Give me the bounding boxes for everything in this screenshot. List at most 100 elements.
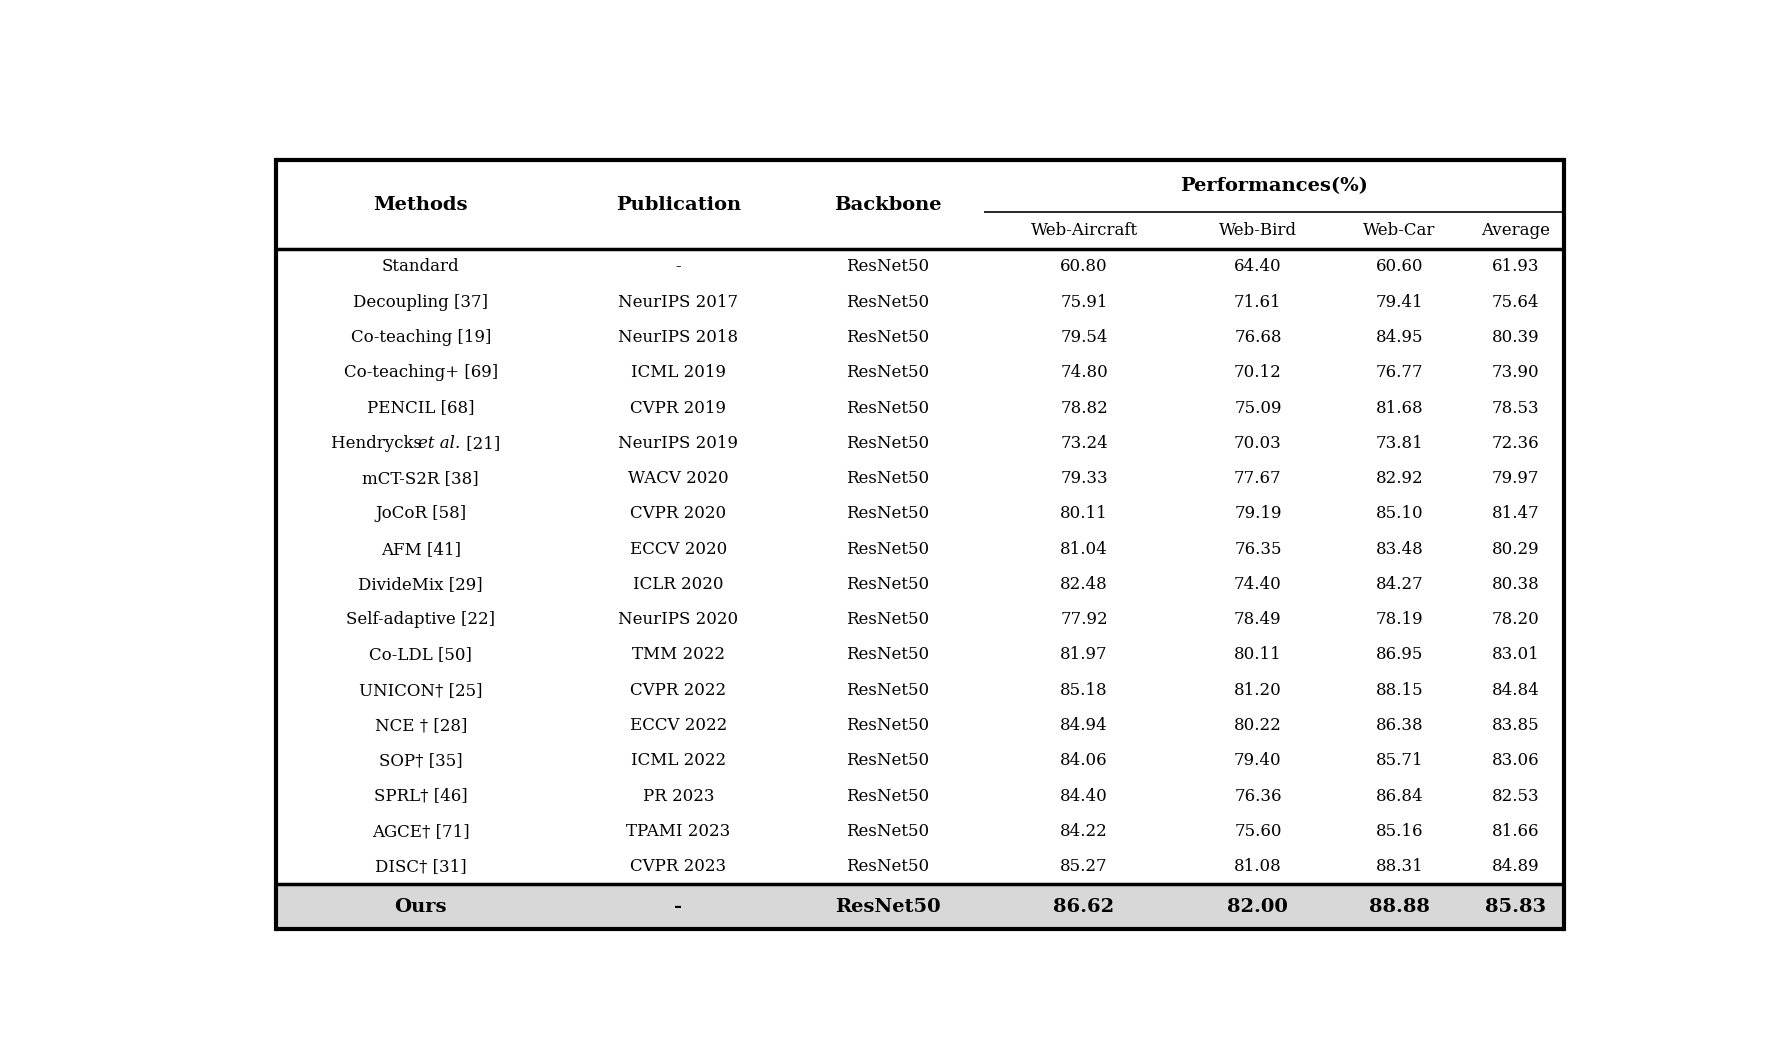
Text: 81.66: 81.66 [1492,823,1540,840]
Text: 61.93: 61.93 [1492,258,1540,275]
Text: 73.90: 73.90 [1492,364,1540,381]
Text: 83.06: 83.06 [1492,752,1540,769]
Text: 70.03: 70.03 [1234,434,1282,451]
Text: 82.92: 82.92 [1376,470,1423,487]
Text: NCE † [28]: NCE † [28] [375,717,467,734]
Text: 85.10: 85.10 [1376,506,1423,523]
Text: ResNet50: ResNet50 [847,682,930,699]
Text: 80.39: 80.39 [1492,329,1540,346]
Text: TMM 2022: TMM 2022 [631,647,725,664]
Text: 80.38: 80.38 [1492,576,1540,593]
Text: ResNet50: ResNet50 [847,541,930,558]
Text: Web-Aircraft: Web-Aircraft [1031,222,1137,239]
Text: 64.40: 64.40 [1234,258,1282,275]
Text: 82.48: 82.48 [1061,576,1109,593]
Text: DivideMix [29]: DivideMix [29] [359,576,483,593]
Text: ResNet50: ResNet50 [847,576,930,593]
Text: ICML 2019: ICML 2019 [631,364,727,381]
Text: 86.84: 86.84 [1376,788,1423,805]
Text: 84.06: 84.06 [1061,752,1109,769]
Text: Self-adaptive [22]: Self-adaptive [22] [347,612,495,629]
Text: 76.68: 76.68 [1234,329,1282,346]
Text: ResNet50: ResNet50 [847,823,930,840]
Text: Average: Average [1482,222,1551,239]
Text: 78.53: 78.53 [1492,399,1540,416]
Text: Web-Bird: Web-Bird [1218,222,1298,239]
Text: NeurIPS 2019: NeurIPS 2019 [619,434,739,451]
Text: Ours: Ours [394,897,447,915]
Text: 85.71: 85.71 [1376,752,1423,769]
Text: ResNet50: ResNet50 [847,364,930,381]
Text: 78.19: 78.19 [1376,612,1423,629]
Text: 80.22: 80.22 [1234,717,1282,734]
Text: 80.29: 80.29 [1492,541,1540,558]
Text: 84.40: 84.40 [1061,788,1109,805]
Text: 85.83: 85.83 [1485,897,1545,915]
Text: ICLR 2020: ICLR 2020 [633,576,723,593]
Text: ResNet50: ResNet50 [847,647,930,664]
Text: 88.88: 88.88 [1368,897,1430,915]
Text: 79.97: 79.97 [1492,470,1540,487]
Text: 84.84: 84.84 [1492,682,1540,699]
Text: JoCoR [58]: JoCoR [58] [375,506,467,523]
Text: NeurIPS 2020: NeurIPS 2020 [619,612,739,629]
Text: 82.53: 82.53 [1492,788,1540,805]
Text: PR 2023: PR 2023 [642,788,714,805]
Text: 86.62: 86.62 [1054,897,1114,915]
Text: 82.00: 82.00 [1227,897,1289,915]
Text: ResNet50: ResNet50 [847,294,930,311]
Text: NeurIPS 2017: NeurIPS 2017 [619,294,739,311]
Text: [21]: [21] [461,434,500,451]
Text: ResNet50: ResNet50 [847,434,930,451]
Text: CVPR 2019: CVPR 2019 [631,399,727,416]
Text: Hendrycks: Hendrycks [331,434,428,451]
Text: Co-teaching+ [69]: Co-teaching+ [69] [343,364,499,381]
Text: 88.15: 88.15 [1376,682,1423,699]
Text: 78.82: 78.82 [1061,399,1109,416]
Text: ResNet50: ResNet50 [847,258,930,275]
Text: 84.89: 84.89 [1492,858,1540,875]
Text: 85.16: 85.16 [1376,823,1423,840]
Text: 83.85: 83.85 [1492,717,1540,734]
Text: ECCV 2020: ECCV 2020 [629,541,727,558]
Text: PENCIL [68]: PENCIL [68] [368,399,474,416]
Text: 79.19: 79.19 [1234,506,1282,523]
Text: CVPR 2022: CVPR 2022 [629,682,727,699]
Text: 79.54: 79.54 [1061,329,1109,346]
Text: 78.49: 78.49 [1234,612,1282,629]
Text: 77.92: 77.92 [1061,612,1109,629]
Text: 85.27: 85.27 [1061,858,1109,875]
Text: 60.60: 60.60 [1376,258,1423,275]
Text: 79.40: 79.40 [1234,752,1282,769]
Text: AFM [41]: AFM [41] [380,541,461,558]
Text: CVPR 2023: CVPR 2023 [629,858,727,875]
Text: 85.18: 85.18 [1061,682,1109,699]
Text: et al.: et al. [419,434,461,451]
Text: 75.60: 75.60 [1234,823,1282,840]
Text: Backbone: Backbone [834,195,941,213]
Text: ResNet50: ResNet50 [847,612,930,629]
Text: SPRL† [46]: SPRL† [46] [373,788,467,805]
Text: TPAMI 2023: TPAMI 2023 [626,823,730,840]
Text: ResNet50: ResNet50 [847,752,930,769]
Text: Co-LDL [50]: Co-LDL [50] [370,647,472,664]
Text: 84.94: 84.94 [1061,717,1109,734]
Text: Standard: Standard [382,258,460,275]
Text: NeurIPS 2018: NeurIPS 2018 [619,329,739,346]
Text: 75.09: 75.09 [1234,399,1282,416]
Text: 74.80: 74.80 [1061,364,1109,381]
Text: ResNet50: ResNet50 [834,897,941,915]
Text: SOP† [35]: SOP† [35] [378,752,463,769]
Text: 77.67: 77.67 [1234,470,1282,487]
Text: 84.27: 84.27 [1376,576,1423,593]
Text: 76.35: 76.35 [1234,541,1282,558]
Text: ECCV 2022: ECCV 2022 [629,717,727,734]
Text: 86.38: 86.38 [1376,717,1423,734]
Text: ResNet50: ResNet50 [847,788,930,805]
Text: AGCE† [71]: AGCE† [71] [371,823,470,840]
Text: 83.01: 83.01 [1492,647,1540,664]
Text: 81.68: 81.68 [1376,399,1423,416]
Text: 75.64: 75.64 [1492,294,1540,311]
Text: 81.20: 81.20 [1234,682,1282,699]
Text: Performances(%): Performances(%) [1179,177,1368,195]
